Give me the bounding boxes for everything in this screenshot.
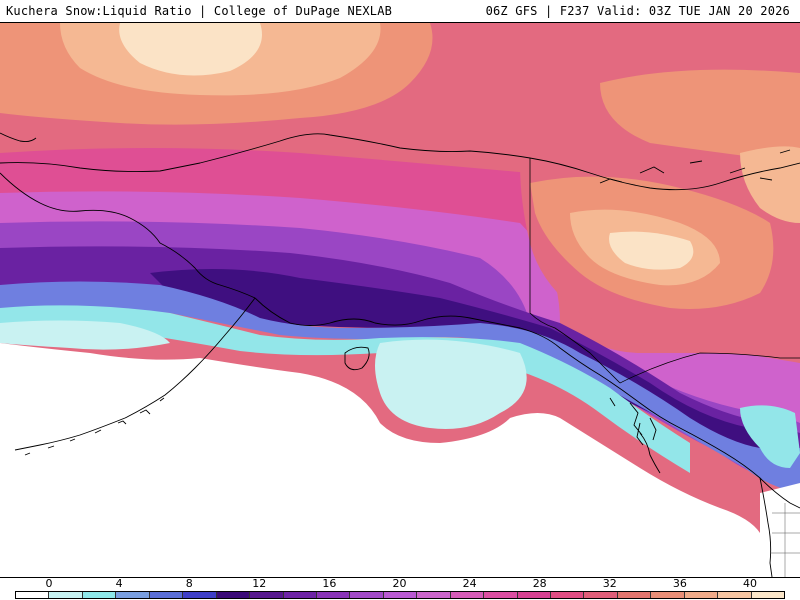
colorbar-tick-label: 16: [322, 577, 337, 590]
yukon-border: [619, 352, 800, 384]
colorbar-tick-label: 24: [462, 577, 477, 590]
product-title: Kuchera Snow:Liquid Ratio | College of D…: [6, 4, 393, 18]
alaska-canada-border: [529, 158, 621, 384]
field-ocean-white: [0, 343, 760, 577]
colorbar-tick-label: 0: [45, 577, 53, 590]
field-pnw-land: [760, 483, 800, 577]
colorbar-legend: 0 4 8 12 16 20 24 28 32 36 40: [15, 576, 785, 600]
colorbar-swatch: [316, 592, 351, 598]
model-run-info: 06Z GFS | F237 Valid: 03Z TUE JAN 20 202…: [485, 4, 790, 18]
colorbar-swatches: [15, 591, 785, 599]
snow-ratio-map: [0, 22, 800, 578]
colorbar-swatch: [718, 592, 752, 598]
colorbar-swatch: [651, 592, 685, 598]
colorbar-swatch: [484, 592, 518, 598]
aleutian-islands: [24, 397, 165, 456]
map-canvas: [0, 23, 800, 577]
colorbar-swatch: [49, 592, 83, 598]
southeast-alaska-islands: [609, 397, 657, 446]
colorbar-swatch: [82, 592, 117, 598]
colorbar-swatch: [383, 592, 418, 598]
alaska-west-coastline: [0, 172, 256, 299]
colorbar-swatch: [16, 592, 50, 598]
colorbar-ticks: 0 4 8 12 16 20 24 28 32 36 40: [15, 576, 785, 590]
colorbar-swatch: [116, 592, 150, 598]
colorbar-tick-label: 40: [743, 577, 757, 590]
field-gulf-cyan-light: [375, 339, 527, 429]
colorbar-swatch: [684, 592, 719, 598]
colorbar-swatch: [283, 592, 317, 598]
colorbar-swatch: [450, 592, 485, 598]
field-yukon-cream: [609, 231, 694, 270]
colorbar-swatch: [751, 592, 785, 598]
pnw-coastline: [759, 477, 773, 577]
colorbar-swatch: [216, 592, 251, 598]
colorbar-swatch: [350, 592, 384, 598]
colorbar-tick-label: 4: [115, 577, 123, 590]
alaska-south-coastline: [254, 297, 800, 509]
colorbar-tick-label: 20: [392, 577, 407, 590]
colorbar-tick-label: 12: [252, 577, 267, 590]
header-bar: Kuchera Snow:Liquid Ratio | College of D…: [0, 0, 800, 22]
arctic-islands: [599, 149, 791, 184]
colorbar-swatch: [517, 592, 551, 598]
colorbar-swatch: [551, 592, 585, 598]
pnw-county-grid: [770, 503, 800, 577]
colorbar-swatch: [584, 592, 618, 598]
colorbar-swatch: [617, 592, 652, 598]
field-aleutian-cyan-light: [0, 320, 170, 350]
kodiak-island: [344, 346, 370, 371]
coastline-layer: [0, 132, 800, 577]
alaska-north-coastline: [0, 133, 800, 191]
field-gulf-cyan: [0, 305, 690, 473]
field-bc-cyan: [740, 405, 800, 468]
russia-coastline: [0, 132, 37, 143]
colorbar-swatch: [417, 592, 451, 598]
colorbar-tick-label: 32: [602, 577, 617, 590]
field-northeast-peach: [740, 146, 800, 223]
colorbar-swatch: [250, 592, 284, 598]
colorbar-tick-label: 28: [532, 577, 547, 590]
colorbar-tick-label: 36: [672, 577, 687, 590]
field-deep-purple: [150, 269, 790, 463]
colorbar-swatch: [149, 592, 184, 598]
colorbar-swatch: [183, 592, 217, 598]
field-coastal-blue: [0, 281, 800, 493]
field-arctic-cream: [119, 23, 262, 76]
colorbar-tick-label: 8: [185, 577, 193, 590]
haida-gwaii: [639, 432, 661, 474]
field-northeast-salmon: [600, 69, 800, 163]
alaska-peninsula: [14, 297, 256, 451]
